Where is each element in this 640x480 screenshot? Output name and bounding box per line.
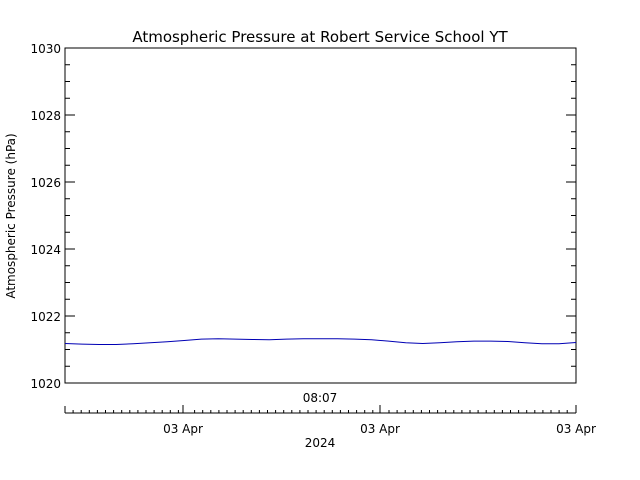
y-tick-label: 1022 bbox=[30, 310, 61, 324]
x-tick-label: 03 Apr bbox=[556, 422, 596, 436]
x-tick-label: 03 Apr bbox=[360, 422, 400, 436]
y-axis-ticks bbox=[65, 47, 576, 384]
x-top-label: 08:07 bbox=[303, 391, 338, 405]
series-layer bbox=[64, 338, 577, 345]
pressure-series-line bbox=[64, 338, 577, 345]
x-tick-label: 03 Apr bbox=[163, 422, 203, 436]
y-tick-label: 1026 bbox=[30, 176, 61, 190]
plot-border bbox=[64, 47, 577, 384]
y-axis-tick-labels: 1020 1022 1024 1026 1028 1030 bbox=[30, 42, 61, 391]
y-tick-label: 1030 bbox=[30, 42, 61, 56]
x-axis-title: 2024 bbox=[305, 436, 336, 450]
y-tick-label: 1028 bbox=[30, 109, 61, 123]
chart-title: Atmospheric Pressure at Robert Service S… bbox=[132, 28, 508, 46]
x-time-axis: 03 Apr 03 Apr 03 Apr bbox=[64, 405, 596, 436]
y-axis-title: Atmospheric Pressure (hPa) bbox=[4, 133, 18, 298]
y-tick-label: 1024 bbox=[30, 243, 61, 257]
y-tick-label: 1020 bbox=[30, 377, 61, 391]
plot-frame bbox=[64, 47, 577, 384]
